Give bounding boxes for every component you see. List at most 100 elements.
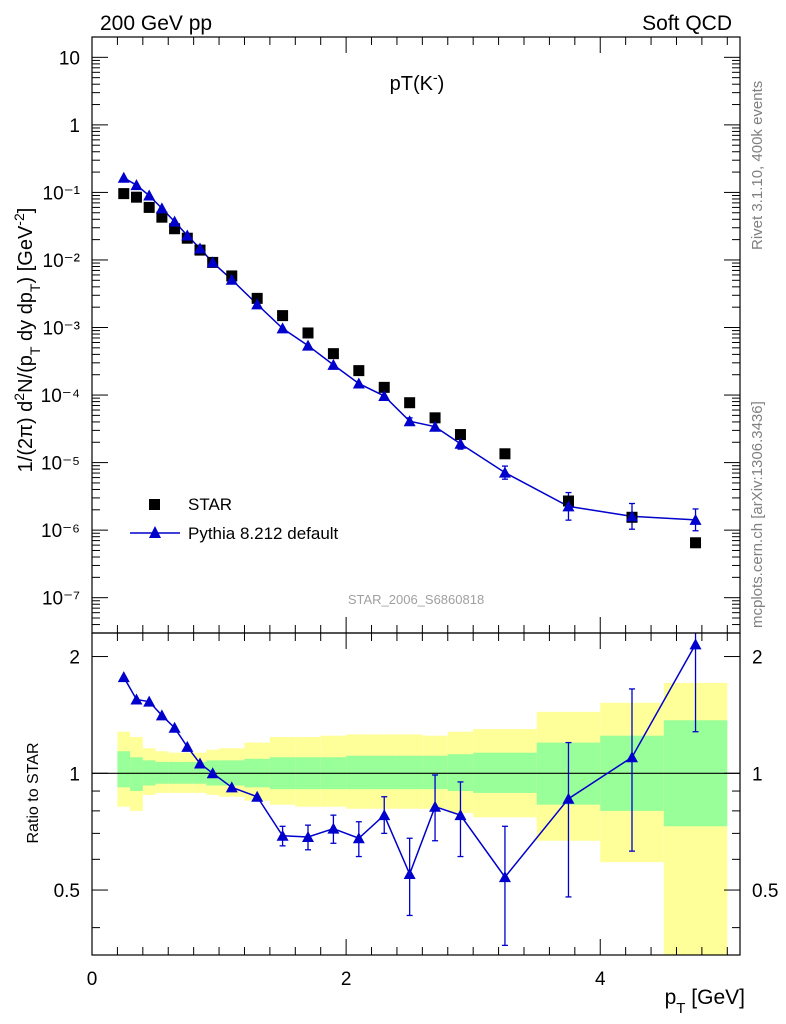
y-axis-label-main: 1/(2π) d2N/(pT dy dpT) [GeV-2] xyxy=(11,208,43,473)
data-point-star xyxy=(454,429,466,441)
data-point-pythia xyxy=(562,500,575,512)
legend: STAR Pythia 8.212 default xyxy=(130,495,339,543)
y-tick-label-ratio: 1 xyxy=(69,764,80,785)
legend-marker-pythia xyxy=(149,526,161,538)
data-point-pythia xyxy=(352,377,365,389)
y-tick-label-main: 10⁻³ xyxy=(43,319,81,340)
data-point-star xyxy=(130,191,142,203)
data-point-star xyxy=(404,397,416,409)
legend-label-star: STAR xyxy=(188,495,232,514)
y-tick-label-main: 10 xyxy=(59,48,80,69)
data-point-ratio xyxy=(626,751,638,763)
data-point-star xyxy=(690,537,702,549)
data-point-star xyxy=(251,292,263,304)
band-inner xyxy=(346,755,372,790)
main-plot-frame xyxy=(91,36,741,634)
band-inner xyxy=(371,755,397,790)
data-point-ratio xyxy=(225,781,238,793)
data-point-pythia xyxy=(117,171,130,183)
data-point-pythia xyxy=(302,339,314,351)
data-point-star xyxy=(143,201,155,213)
data-point-ratio xyxy=(352,832,365,844)
data-point-ratio xyxy=(117,671,130,683)
data-point-ratio xyxy=(429,800,442,812)
data-point-star xyxy=(169,223,181,235)
data-point-ratio xyxy=(168,721,181,733)
data-point-ratio xyxy=(454,809,467,821)
header-right: Soft QCD xyxy=(642,12,732,35)
data-point-star xyxy=(429,412,441,424)
x-tick-label: 2 xyxy=(341,969,352,990)
series-line-ratio xyxy=(123,643,697,879)
ratio-series xyxy=(117,633,702,947)
watermark: STAR_2006_S6860818 xyxy=(348,592,484,607)
x-axis-label: pT [GeV] xyxy=(665,986,745,1017)
ratio-bands xyxy=(117,682,728,955)
data-point-pythia xyxy=(206,256,219,268)
data-point-ratio xyxy=(155,709,168,721)
main-plot: 10⁻⁷ 10⁻⁶ 10⁻⁵ 10⁻⁴ 10⁻³ 10⁻² 10⁻¹ 1 10 xyxy=(41,36,740,634)
data-point-ratio xyxy=(562,792,575,804)
data-point-star xyxy=(118,188,130,200)
data-point-star xyxy=(156,211,168,223)
data-point-pythia xyxy=(689,513,702,525)
y-tick-label-main: 10⁻⁶ xyxy=(41,521,80,542)
data-point-ratio xyxy=(689,638,702,650)
data-point-pythia xyxy=(143,189,156,201)
rivet-label: Rivet 3.1.10, 400k events xyxy=(749,81,766,250)
data-point-pythia xyxy=(403,415,416,427)
y-tick-label-main: 10⁻⁷ xyxy=(42,589,80,610)
data-point-ratio xyxy=(143,695,156,707)
data-point-ratio xyxy=(276,829,289,841)
y-tick-label-ratio-right: 1 xyxy=(752,764,763,785)
data-point-pythia xyxy=(168,215,181,227)
data-point-pythia xyxy=(181,229,194,241)
data-point-pythia xyxy=(251,298,264,310)
y-tick-label-ratio-right: 2 xyxy=(752,648,763,669)
data-point-pythia xyxy=(498,466,511,478)
data-point-ratio xyxy=(302,831,314,843)
legend-label-pythia: Pythia 8.212 default xyxy=(188,524,339,543)
y-tick-label-main: 10⁻⁴ xyxy=(41,386,80,407)
y-tick-label-main: 1 xyxy=(69,116,80,137)
y-tick-label-ratio: 2 xyxy=(69,648,80,669)
y-tick-label-main: 10⁻² xyxy=(43,251,81,272)
data-point-ratio xyxy=(378,809,391,821)
header-left: 200 GeV pp xyxy=(100,12,212,35)
data-point-pythia xyxy=(130,179,143,191)
data-point-ratio xyxy=(498,871,511,883)
legend-marker-star xyxy=(149,499,160,510)
data-point-ratio xyxy=(181,740,194,752)
x-tick-label: 4 xyxy=(595,969,606,990)
data-point-pythia xyxy=(429,420,442,432)
data-point-pythia xyxy=(327,358,340,370)
main-plot-title: pT(K-) xyxy=(390,69,445,95)
series-line-pythia xyxy=(123,177,696,521)
data-point-star xyxy=(277,310,289,322)
data-point-star xyxy=(353,365,365,377)
data-point-ratio xyxy=(130,693,143,705)
data-point-ratio xyxy=(251,790,264,802)
band-inner xyxy=(130,757,143,792)
data-point-pythia xyxy=(378,389,391,401)
ratio-plot: 0.5 0.5 1 1 2 2 0 2 4 xyxy=(54,633,778,990)
data-point-ratio xyxy=(206,767,219,779)
y-tick-label-ratio-right: 0.5 xyxy=(752,881,778,902)
data-point-ratio xyxy=(403,867,416,879)
band-inner xyxy=(117,751,131,788)
data-point-star xyxy=(499,448,511,460)
y-tick-label-main: 10⁻⁵ xyxy=(41,454,80,475)
data-point-pythia xyxy=(454,437,467,449)
data-point-ratio xyxy=(327,822,340,834)
y-axis-label-ratio: Ratio to STAR xyxy=(25,742,42,843)
band-inner xyxy=(396,755,423,790)
data-point-pythia xyxy=(276,322,289,334)
data-point-pythia xyxy=(225,273,238,285)
mcplots-label: mcplots.cern.ch [arXiv:1306.3436] xyxy=(749,401,766,628)
y-tick-label-ratio: 0.5 xyxy=(54,881,80,902)
x-tick-label: 0 xyxy=(87,969,98,990)
data-point-star xyxy=(327,348,339,360)
data-point-pythia xyxy=(626,510,638,522)
data-point-star xyxy=(302,327,314,339)
